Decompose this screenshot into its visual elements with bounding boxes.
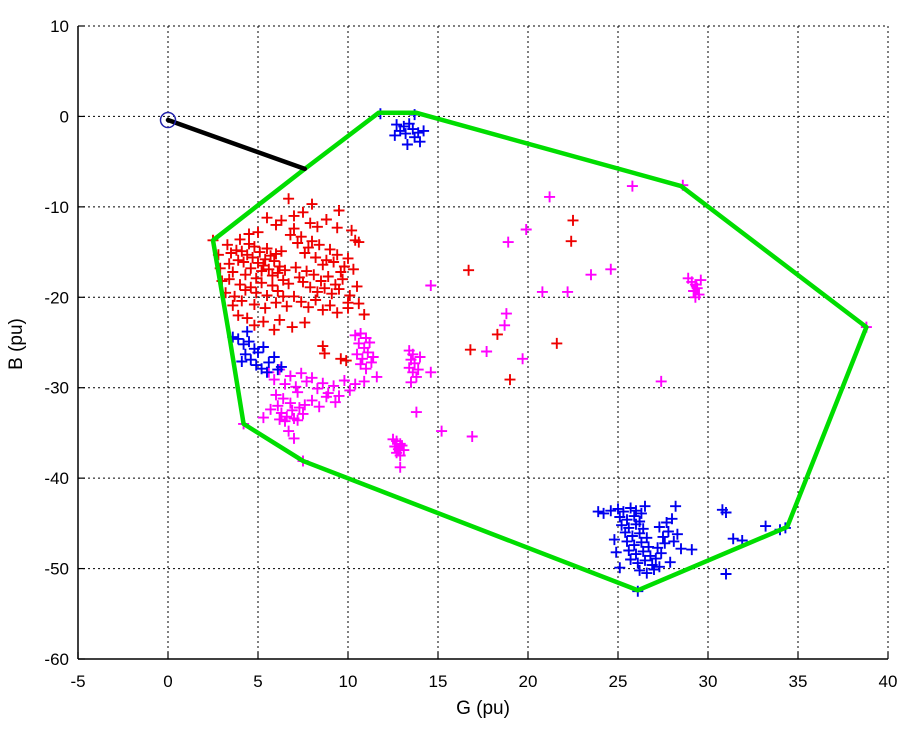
x-tick-label: 10 — [339, 672, 358, 691]
y-tick-label: -20 — [44, 288, 69, 307]
y-tick-label: 0 — [60, 107, 69, 126]
y-tick-label: -60 — [44, 650, 69, 669]
cluster-red — [207, 193, 579, 386]
x-tick-label: 15 — [429, 672, 448, 691]
x-tick-label: 25 — [609, 672, 628, 691]
cluster-blue — [227, 108, 791, 597]
x-tick-label: 40 — [879, 672, 898, 691]
y-tick-label: -10 — [44, 198, 69, 217]
y-axis-label: B (pu) — [6, 318, 27, 370]
origin-marker — [159, 111, 177, 129]
y-tick-label: -50 — [44, 560, 69, 579]
x-tick-label: 35 — [789, 672, 808, 691]
x-tick-label: -5 — [70, 672, 85, 691]
x-tick-label: 30 — [699, 672, 718, 691]
y-tick-label: -40 — [44, 469, 69, 488]
convex-hull-outline — [210, 110, 869, 593]
x-tick-label: 0 — [163, 672, 172, 691]
x-tick-label: 5 — [253, 672, 262, 691]
y-tick-label: -30 — [44, 379, 69, 398]
reference-line — [165, 117, 308, 172]
x-axis-label: G (pu) — [456, 698, 510, 719]
cluster-magenta — [238, 179, 872, 473]
y-tick-label: 10 — [50, 17, 69, 36]
x-tick-label: 20 — [519, 672, 538, 691]
